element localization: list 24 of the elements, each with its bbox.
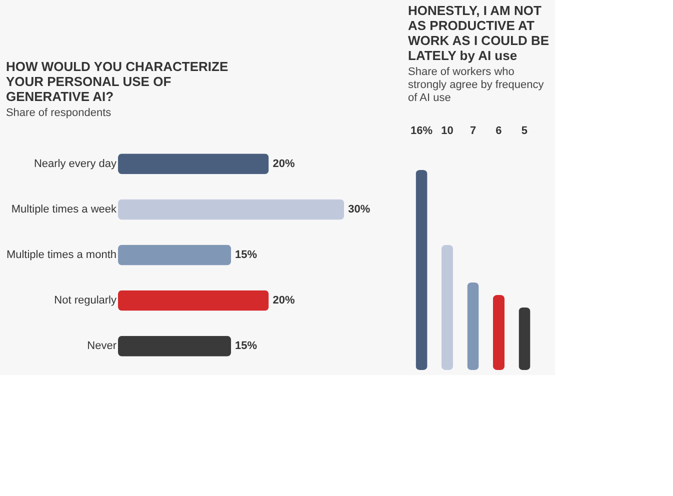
y-tick-label: Not regularly [54,294,117,307]
data-label: 15% [235,249,258,261]
data-label: 30% [348,203,370,216]
chart-title: HONESTLY, I AM NOT AS PRODUCTIVE AT WORK AS I COULD BE LATELY by AI use [408,3,550,63]
bar [441,245,454,370]
y-tick-label: Nearly every day [34,158,117,170]
data-label: 20% [272,294,295,307]
y-tick-label: Multiple times a month [6,249,116,261]
chart-subtitle: Share of workers who strongly agree by frequency of AI use [408,66,544,104]
chart-title: HOW WOULD YOU CHARACTERIZE YOUR PERSONAL USE OF GENERATIVE AI? [6,59,228,104]
bar [467,282,479,370]
y-tick-label: Never [87,340,117,352]
bar [416,170,428,370]
data-label: 10 [441,125,454,137]
data-label: 15% [235,340,258,352]
bar [492,295,505,370]
chart-subtitle: Share of respondents [6,107,112,119]
data-label: 5 [521,125,528,137]
y-tick-label: Multiple times a week [11,203,117,216]
data-label: 20% [272,158,295,170]
data-label: 7 [470,125,476,137]
data-label: 6 [496,125,502,137]
data-label: 16% [410,125,433,137]
bar [518,308,530,370]
